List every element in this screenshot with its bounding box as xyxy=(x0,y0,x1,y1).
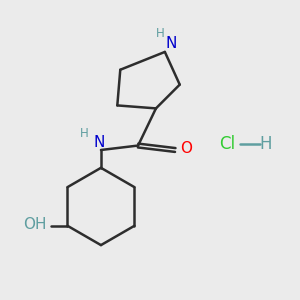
Text: O: O xyxy=(181,141,193,156)
Text: Cl: Cl xyxy=(219,135,235,153)
Text: H: H xyxy=(156,27,165,40)
Text: N: N xyxy=(165,35,176,50)
Text: H: H xyxy=(260,135,272,153)
Text: H: H xyxy=(80,127,89,140)
Text: N: N xyxy=(94,135,105,150)
Text: OH: OH xyxy=(23,217,46,232)
